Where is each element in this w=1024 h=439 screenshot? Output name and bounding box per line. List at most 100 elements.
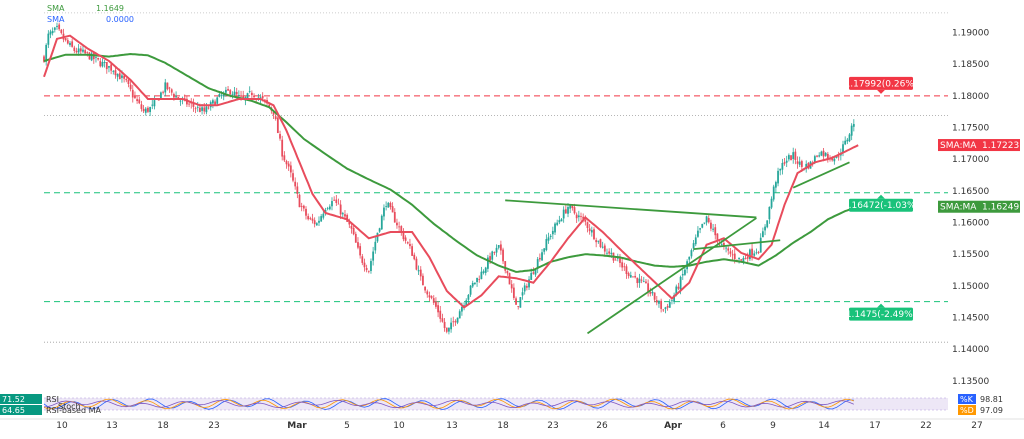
candle <box>374 236 377 254</box>
resistance-label-box[interactable] <box>849 76 913 90</box>
candle <box>328 204 331 211</box>
candle <box>456 317 459 325</box>
candle <box>712 224 714 233</box>
candle <box>588 224 591 235</box>
candle <box>341 211 344 218</box>
candle <box>134 91 136 99</box>
candle <box>491 250 494 262</box>
time-tick-label: 9 <box>770 421 776 431</box>
candle <box>783 158 786 166</box>
candle <box>486 254 489 273</box>
candle <box>502 247 504 265</box>
candle <box>160 91 162 100</box>
candle <box>112 70 115 75</box>
candle <box>105 61 108 74</box>
candle <box>43 54 45 63</box>
candle <box>402 228 405 242</box>
candle <box>142 105 145 114</box>
candle <box>103 60 106 68</box>
candle <box>701 223 704 229</box>
candle <box>419 266 422 281</box>
candle <box>651 289 654 296</box>
candle <box>792 147 795 164</box>
candle <box>216 96 219 105</box>
k-label-badge <box>958 394 976 404</box>
candle <box>512 283 515 300</box>
candle <box>603 243 606 257</box>
candle <box>562 206 565 223</box>
time-tick-label: 23 <box>208 421 219 431</box>
candle <box>794 148 797 165</box>
triangle-lower-trendline[interactable] <box>586 217 757 335</box>
candle <box>73 45 76 54</box>
candle <box>655 296 658 306</box>
candle <box>454 319 457 326</box>
candle <box>140 100 143 112</box>
candle <box>493 251 496 256</box>
candle <box>495 244 498 257</box>
candle <box>681 269 684 280</box>
candle <box>499 240 502 255</box>
sma-ma-fast-value-tag <box>980 139 1020 152</box>
candle <box>824 152 827 157</box>
candle <box>549 234 552 240</box>
candle <box>497 245 500 250</box>
price-tick-label: 1.13500 <box>952 377 989 387</box>
candle <box>777 167 779 187</box>
support-2-label-box[interactable] <box>849 307 913 321</box>
candle <box>640 275 643 284</box>
candle <box>623 262 626 271</box>
candle <box>53 26 56 33</box>
candle <box>389 201 392 210</box>
candle <box>714 223 717 240</box>
candle <box>116 73 119 82</box>
sma-ma-slow-value-tag <box>980 200 1020 213</box>
candle <box>590 226 593 237</box>
candle <box>606 248 608 256</box>
candle <box>558 215 561 225</box>
candle <box>515 296 517 305</box>
rising-support-trendline[interactable] <box>792 161 850 189</box>
rsi-ma-value: 64.65 <box>2 406 25 415</box>
short-support-trendline[interactable] <box>693 239 781 250</box>
candle <box>125 77 128 83</box>
support-1-label-box[interactable] <box>849 198 913 212</box>
candle <box>448 327 450 335</box>
candle <box>294 177 297 190</box>
candle <box>79 45 82 55</box>
candle <box>506 270 509 276</box>
time-tick-label: 10 <box>56 421 68 431</box>
candle <box>370 258 372 274</box>
candle <box>755 248 758 255</box>
candle <box>662 308 665 312</box>
candle <box>233 87 236 96</box>
candle <box>471 280 474 289</box>
price-tick-label: 1.19000 <box>952 29 989 39</box>
fast-moving-average <box>43 34 859 309</box>
chart-legend: SMA 1.1649 SMA 0.0000 <box>47 4 134 24</box>
sma-ma-slow-value: 1.16249 <box>982 203 1019 213</box>
candle <box>385 201 388 211</box>
candle <box>532 267 535 275</box>
candle <box>383 204 385 221</box>
candle <box>445 327 448 334</box>
candle <box>452 316 455 327</box>
candle <box>450 317 452 333</box>
candle <box>285 159 288 169</box>
candle <box>424 286 426 294</box>
candle <box>688 256 691 264</box>
candle <box>354 231 357 243</box>
candle <box>235 87 238 98</box>
legend-sma-label: SMA <box>47 4 65 13</box>
candle <box>766 220 769 229</box>
candle <box>645 279 647 284</box>
candle <box>848 132 851 143</box>
time-axis: 10 13 18 23 Mar 5 10 13 18 23 26 Apr 6 9 14 17 22 27 <box>0 418 1024 431</box>
triangle-upper-trendline[interactable] <box>505 199 757 219</box>
candle <box>365 264 368 273</box>
time-tick-label: 18 <box>157 421 169 431</box>
candle <box>439 305 442 323</box>
candle <box>528 276 530 290</box>
candle <box>69 40 71 47</box>
